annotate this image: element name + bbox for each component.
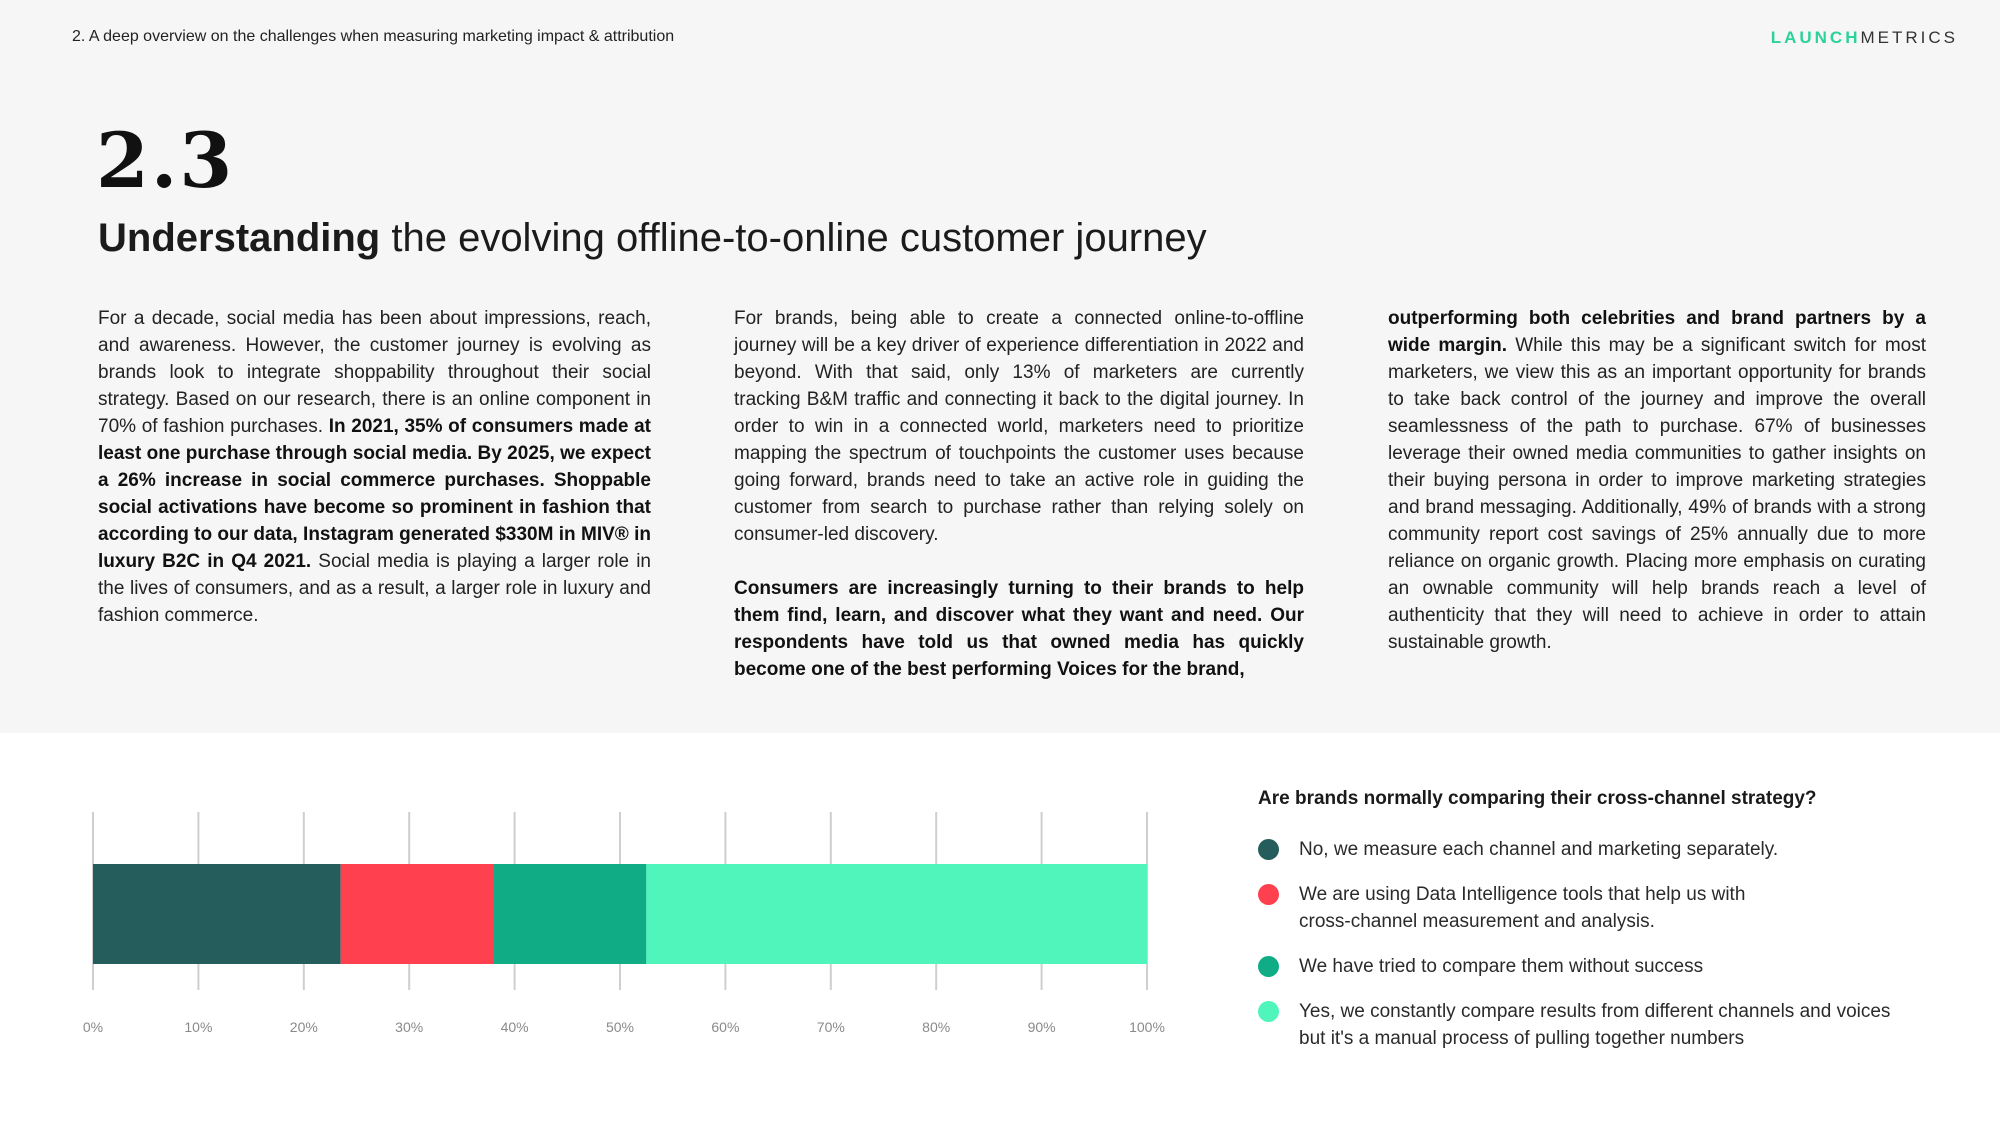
legend-label: Yes, we constantly compare results from …: [1299, 1001, 1891, 1049]
stacked-bar-chart-svg: 0% 10% 20% 30% 40% 50% 60% 70% 80% 90% 100%: [83, 812, 1165, 1035]
legend-dot-icon: [1258, 1001, 1279, 1022]
legend-label: We have tried to compare them without su…: [1299, 956, 1704, 977]
legend-dot-icon: [1258, 839, 1279, 860]
text-column-3: outperforming both celebrities and brand…: [1388, 305, 1926, 656]
top-background-band: [0, 0, 2000, 733]
x-tick-label: 40%: [501, 1019, 529, 1035]
bar-segment-2: [340, 864, 494, 964]
x-tick-label: 0%: [83, 1019, 103, 1035]
paragraph: Consumers are increasingly turning to th…: [734, 575, 1304, 683]
x-tick-label: 90%: [1028, 1019, 1056, 1035]
paragraph: For brands, being able to create a conne…: [734, 305, 1304, 548]
text-column-1: For a decade, social media has been abou…: [98, 305, 651, 629]
x-tick-label: 80%: [922, 1019, 950, 1035]
paragraph-bold-text: In 2021, 35% of consumers made at least …: [98, 416, 651, 572]
legend-item: No, we measure each channel and marketin…: [1258, 836, 1958, 863]
legend-dot-icon: [1258, 884, 1279, 905]
paragraph-text: While this may be a significant switch f…: [1388, 335, 1926, 653]
brand-logo-part1: LAUNCH: [1770, 28, 1861, 47]
section-number: 2.3: [96, 116, 235, 205]
bar-segment-4: [646, 864, 1147, 964]
brand-logo-part2: METRICS: [1860, 28, 1958, 47]
page-title-bold: Understanding: [98, 216, 381, 260]
legend-label: We are using Data Intelligence tools tha…: [1299, 884, 1746, 932]
page-title-rest: the evolving offline-to-online customer …: [380, 216, 1207, 260]
paragraph-bold-text: outperforming both celebrities and brand…: [1388, 308, 1926, 356]
paragraph-text: For a decade, social media has been abou…: [98, 308, 651, 437]
page-title: Understanding the evolving offline-to-on…: [98, 216, 1207, 261]
x-tick-label: 60%: [711, 1019, 739, 1035]
legend-item: We have tried to compare them without su…: [1258, 953, 1958, 980]
x-tick-label: 50%: [606, 1019, 634, 1035]
legend-item: Yes, we constantly compare results from …: [1258, 998, 1958, 1052]
legend-label: No, we measure each channel and marketin…: [1299, 839, 1779, 860]
section-breadcrumb: 2. A deep overview on the challenges whe…: [72, 28, 675, 45]
bar-segment-1: [93, 864, 341, 964]
legend-dot-icon: [1258, 956, 1279, 977]
paragraph-text: Social media is playing a larger role in…: [98, 551, 651, 626]
paragraph-bold-text: Consumers are increasingly turning to th…: [734, 578, 1304, 680]
paragraph: outperforming both celebrities and brand…: [1388, 305, 1926, 656]
x-tick-label: 20%: [290, 1019, 318, 1035]
bar-segment-3: [493, 864, 647, 964]
text-column-2: For brands, being able to create a conne…: [734, 305, 1304, 683]
brand-logo: LAUNCHMETRICS: [1771, 28, 1958, 48]
paragraph-text: For brands, being able to create a conne…: [734, 308, 1304, 545]
x-tick-label: 30%: [395, 1019, 423, 1035]
legend-items: No, we measure each channel and marketin…: [1258, 836, 1958, 1052]
x-tick-label: 10%: [184, 1019, 212, 1035]
chart-legend: Are brands normally comparing their cros…: [1258, 788, 1958, 1070]
x-tick-label: 70%: [817, 1019, 845, 1035]
chart-title: Are brands normally comparing their cros…: [1258, 788, 1817, 809]
legend-item: We are using Data Intelligence tools tha…: [1258, 881, 1958, 935]
stacked-bar-chart: 0% 10% 20% 30% 40% 50% 60% 70% 80% 90% 100%: [70, 800, 1180, 1050]
paragraph: For a decade, social media has been abou…: [98, 305, 651, 629]
x-tick-label: 100%: [1129, 1019, 1165, 1035]
